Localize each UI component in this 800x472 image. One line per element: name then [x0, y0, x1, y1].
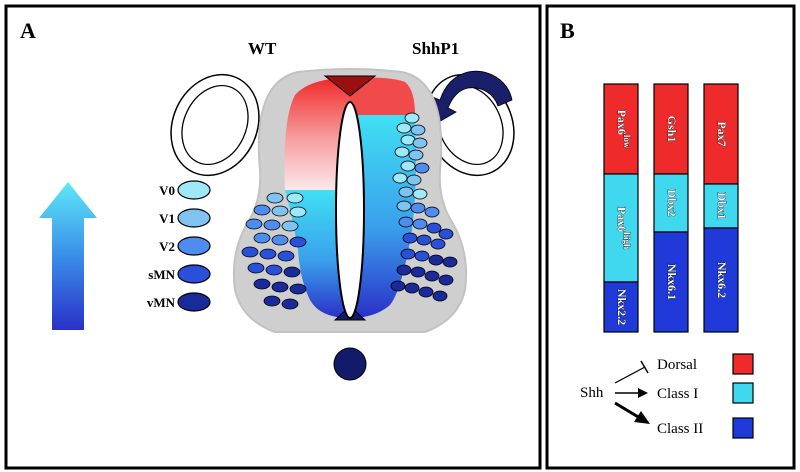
key-swatch: [732, 353, 754, 375]
tf-label: Nkx2.2: [615, 289, 629, 325]
inhibit-dorsal-bar: [640, 360, 649, 374]
key-swatch: [732, 417, 754, 439]
legend-swatch: [177, 208, 211, 228]
tf-label-base: Pax7: [715, 121, 729, 146]
tf-label-base: Nkx6.2: [715, 262, 729, 298]
legend-swatch: [177, 180, 211, 200]
roof-plate: [323, 75, 377, 97]
key-items: Dorsal Class I Class II: [657, 353, 754, 439]
tf-label: Nkx6.2: [715, 262, 729, 298]
legend-item-v2: V2: [159, 236, 211, 256]
legend-item-v1: V1: [159, 208, 211, 228]
arrow-class-ii-head: [634, 411, 650, 424]
key-label: Class II: [657, 421, 703, 437]
panel-a-frame: [4, 4, 542, 470]
inhibit-dorsal-line: [614, 366, 646, 384]
tf-label-sup: low: [622, 135, 632, 149]
tf-label: Nkx6.1: [665, 264, 679, 300]
tf-label-base: Gsh1: [665, 116, 679, 143]
wt-ring: [170, 73, 260, 177]
key-swatch: [732, 382, 754, 404]
tf-segment: [703, 183, 739, 229]
tf-label-sup: high: [622, 232, 632, 249]
legend-swatch: [177, 236, 211, 256]
transcription-factor-columns: Pax6lowPax6highNkx2.2Gsh1Dbx2Nkx6.1Pax7D…: [603, 83, 739, 333]
panel-b: B Pax6lowPax6highNkx2.2Gsh1Dbx2Nkx6.1Pax…: [545, 4, 796, 470]
arrow-class-i-head: [638, 388, 648, 398]
gradient-arrow: [39, 182, 97, 330]
tf-label-base: Pax6: [615, 110, 629, 135]
tf-label: Gsh1: [665, 116, 679, 143]
tf-label-base: Dbx1: [715, 192, 729, 219]
key-item-2: Class I: [657, 382, 754, 404]
tf-label-base: Dbx2: [665, 189, 679, 216]
tf-label: Pax7: [715, 121, 729, 146]
tf-label-base: Pax6: [615, 207, 629, 232]
wt-ventral-domain: [285, 190, 350, 318]
cell-type-legend: V0 V1 V2 sMN vMN: [147, 180, 211, 312]
arrow-class-ii-line: [614, 401, 641, 420]
key-item-3: Class II: [657, 417, 754, 439]
legend-label: sMN: [148, 267, 175, 282]
panel-b-frame: [545, 4, 796, 470]
legend-item-v0: V0: [159, 180, 211, 200]
tf-segment: [703, 227, 739, 333]
tf-label-base: Nkx2.2: [615, 289, 629, 325]
header-wt: WT: [248, 39, 277, 58]
tf-column-2: Gsh1 Dbx2 Nkx6.1: [653, 83, 689, 333]
key-label: Dorsal: [657, 357, 697, 373]
shhp1-ring: [425, 70, 515, 177]
key-item-1: Dorsal: [657, 353, 754, 375]
legend-label: V0: [159, 183, 175, 198]
tf-segment: [653, 173, 689, 233]
legend-label: V2: [159, 239, 175, 254]
shh-key: Shh: [580, 360, 650, 424]
wt-dorsal-domain: [284, 78, 350, 190]
shh-label: Shh: [580, 385, 604, 401]
legend-swatch: [177, 264, 211, 284]
tf-label: Dbx2: [665, 189, 679, 216]
tf-label: Dbx1: [715, 192, 729, 219]
legend-label: V1: [159, 211, 175, 226]
notochord: [333, 347, 367, 381]
tf-segment: [653, 231, 689, 333]
legend-item-vmn: vMN: [147, 292, 211, 312]
legend-label: vMN: [147, 295, 176, 310]
tf-segment: [603, 281, 639, 333]
tf-label: Pax6high: [615, 207, 632, 249]
shhp1-cells: [390, 112, 458, 302]
central-canal: [335, 101, 365, 319]
panel-b-letter: B: [560, 18, 575, 43]
panel-a-letter: A: [20, 18, 36, 43]
shhp1-dorsal-domain: [350, 77, 415, 115]
panel-a: A WT ShhP1: [4, 4, 542, 470]
tf-segment: [703, 83, 739, 185]
key-label: Class I: [657, 386, 698, 402]
tf-column-3: Pax7 Dbx1 Nkx6.2: [703, 83, 739, 333]
tf-label: Pax6low: [615, 110, 632, 149]
header-shhp1: ShhP1: [412, 39, 459, 58]
legend-item-smn: sMN: [148, 264, 211, 284]
legend-swatch: [177, 292, 211, 312]
wt-cells: [241, 192, 307, 310]
tf-label-base: Nkx6.1: [665, 264, 679, 300]
